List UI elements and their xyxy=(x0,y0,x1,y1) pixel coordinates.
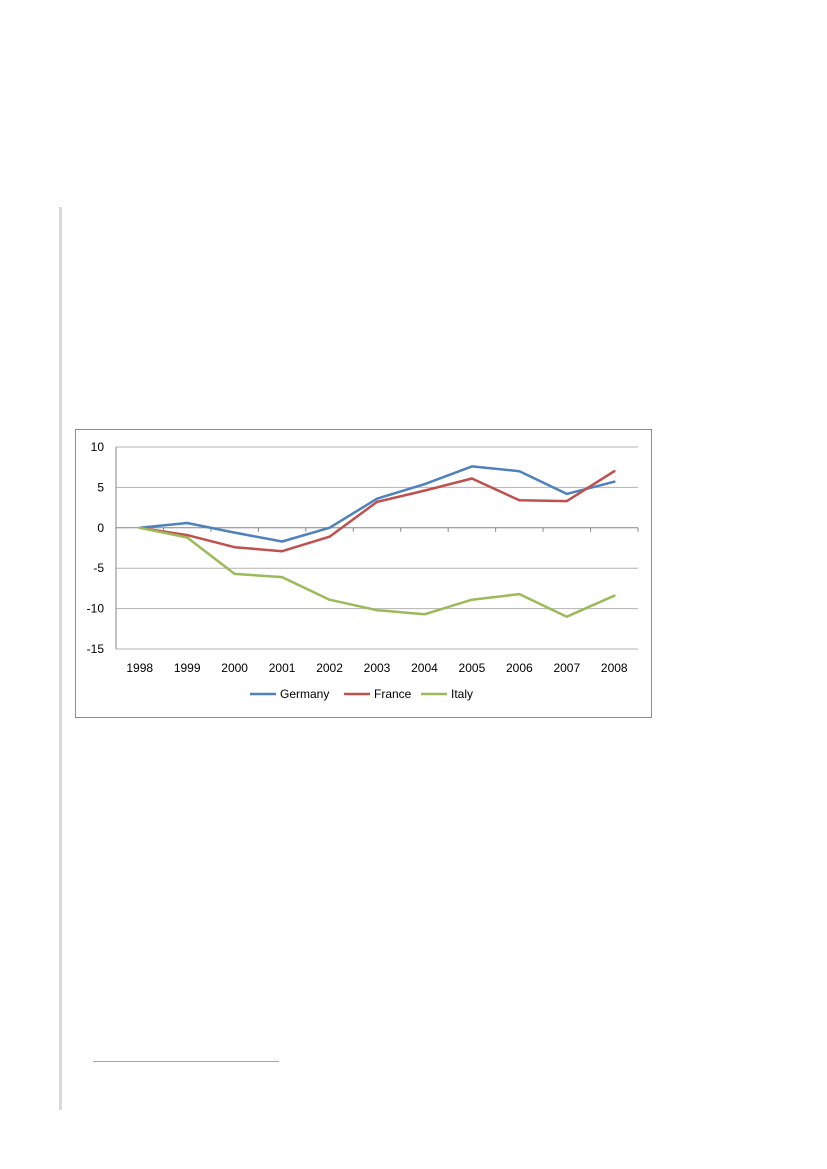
line-chart: 10 5 0 -5 -10 -15 1998 1999 2000 2001 2002 2003 2004… xyxy=(75,429,652,718)
legend-label-germany: Germany xyxy=(280,687,329,701)
data-point-france xyxy=(280,550,284,553)
y-tick-label: 0 xyxy=(97,521,104,535)
data-point-france xyxy=(565,499,569,503)
x-tick-label: 2006 xyxy=(506,661,533,675)
data-point-italy xyxy=(518,592,521,596)
x-tick-label: 2004 xyxy=(411,661,438,675)
data-point-france xyxy=(470,477,474,480)
data-point-italy xyxy=(470,598,474,601)
data-point-france xyxy=(423,489,426,492)
y-tick-label: 5 xyxy=(97,480,104,494)
x-tick-label: 2005 xyxy=(459,661,486,675)
y-tick-label: -10 xyxy=(87,602,105,616)
data-point-germany xyxy=(470,465,474,468)
data-point-france xyxy=(613,470,616,473)
legend-label-italy: Italy xyxy=(451,687,473,701)
data-point-italy xyxy=(185,536,189,539)
data-point-germany xyxy=(565,492,569,496)
data-point-italy xyxy=(280,575,284,579)
data-point-germany xyxy=(280,540,284,543)
data-point-france xyxy=(233,545,236,549)
data-point-france xyxy=(185,533,189,537)
margin-rule xyxy=(59,207,62,1110)
data-point-germany xyxy=(518,470,521,473)
y-tick-label: -5 xyxy=(93,561,104,575)
legend-label-france: France xyxy=(374,687,412,701)
x-tick-label: 1999 xyxy=(174,661,201,675)
data-point-italy xyxy=(233,572,236,576)
x-tick-label: 2000 xyxy=(221,661,248,675)
data-point-italy xyxy=(328,598,331,601)
data-point-france xyxy=(375,500,379,504)
data-point-france xyxy=(518,499,521,502)
x-tick-label: 1998 xyxy=(126,661,153,675)
data-point-italy xyxy=(423,613,426,616)
data-point-italy xyxy=(138,526,141,529)
x-tick-label: 2007 xyxy=(553,661,580,675)
x-tick-label: 2002 xyxy=(316,661,343,675)
x-tick-label: 2001 xyxy=(269,661,296,675)
chart-canvas: 10 5 0 -5 -10 -15 1998 1999 2000 2001 2002 2003 2004… xyxy=(87,440,639,701)
data-point-italy xyxy=(565,615,569,618)
data-point-germany xyxy=(328,526,331,529)
data-point-germany xyxy=(613,480,616,483)
data-point-germany xyxy=(185,521,189,525)
data-point-france xyxy=(328,535,331,538)
y-tick-label: -15 xyxy=(87,642,105,656)
data-point-italy xyxy=(613,594,616,597)
data-point-germany xyxy=(375,497,379,500)
footnote-separator xyxy=(93,1061,279,1062)
data-point-germany xyxy=(233,531,236,534)
x-tick-label: 2003 xyxy=(364,661,391,675)
data-point-italy xyxy=(375,609,379,612)
x-tick-label: 2008 xyxy=(601,661,628,675)
y-tick-label: 10 xyxy=(91,440,105,454)
data-point-germany xyxy=(423,482,426,486)
